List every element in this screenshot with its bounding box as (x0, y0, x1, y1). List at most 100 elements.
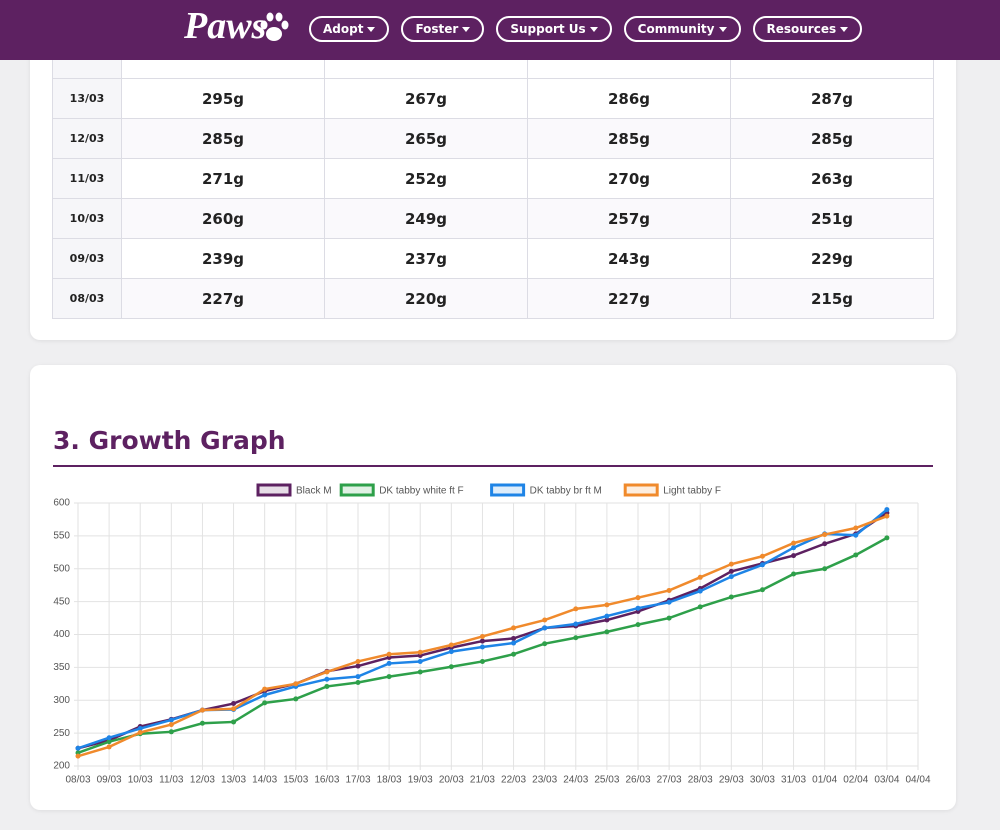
weight-cell: 265g (324, 118, 528, 159)
legend-swatch (623, 483, 659, 497)
weights-table: 13/03 295g 267g 286g 287g 12/03 285g 265g 285g 28… (52, 58, 934, 319)
data-point (791, 545, 797, 551)
table-row (52, 58, 934, 79)
data-point (884, 507, 890, 513)
paw-icon (260, 12, 289, 41)
data-point (822, 532, 828, 538)
data-point (448, 642, 454, 648)
y-tick-label: 550 (53, 531, 70, 542)
data-point (822, 566, 828, 572)
data-point (386, 651, 392, 657)
chart: 200 250 300 350 400 450 500 550 600 08/03 09/03 10/… (53, 483, 931, 786)
date-cell: 11/03 (52, 158, 122, 199)
weight-cell: 229g (730, 238, 934, 279)
data-point (791, 553, 797, 559)
weight-cell: 239g (121, 238, 325, 279)
card (30, 365, 956, 810)
legend-label: DK tabby white ft F (379, 486, 463, 497)
data-point (697, 604, 703, 610)
x-tick-label: 03/04 (874, 775, 899, 786)
data-point (324, 683, 330, 689)
y-tick-label: 400 (53, 629, 70, 640)
data-point (106, 739, 112, 745)
nav-button[interactable]: Community (623, 16, 741, 42)
data-point (542, 641, 548, 647)
data-point (542, 617, 548, 623)
y-tick-label: 450 (53, 596, 70, 607)
x-tick-label: 12/03 (190, 775, 215, 786)
data-point (231, 719, 237, 725)
table-row: 13/03 295g 267g 286g 287g (52, 78, 934, 119)
data-point (511, 635, 517, 641)
data-point (666, 599, 672, 605)
data-point (324, 669, 330, 675)
legend-label: Black M (296, 486, 332, 497)
data-point (604, 602, 610, 608)
logo[interactable]: Paws (184, 5, 267, 47)
nav-button[interactable]: Adopt (309, 16, 390, 42)
data-point (324, 676, 330, 682)
date-cell: 13/03 (52, 78, 122, 119)
data-point (137, 729, 143, 735)
weight-cell: 257g (527, 198, 731, 239)
nav-label: Resources (766, 22, 837, 36)
data-point (479, 633, 485, 639)
x-tick-label: 15/03 (283, 775, 308, 786)
nav-label: Adopt (323, 22, 364, 36)
data-point (479, 644, 485, 650)
nav-button[interactable]: Foster (401, 16, 485, 42)
x-tick-label: 02/04 (843, 775, 868, 786)
x-tick-label: 17/03 (345, 775, 370, 786)
x-tick-label: 29/03 (719, 775, 744, 786)
x-tick-label: 09/03 (97, 775, 122, 786)
header: Paws Adopt Foster Support Us Community Resou… (0, 0, 1000, 60)
data-point (635, 622, 641, 628)
x-tick-label: 21/03 (470, 775, 495, 786)
data-point (511, 640, 517, 646)
data-point (573, 621, 579, 627)
data-point (635, 605, 641, 611)
x-tick-label: 18/03 (377, 775, 402, 786)
weight-cell: 252g (324, 158, 528, 199)
data-point (884, 513, 890, 519)
data-point (355, 663, 361, 669)
table-row: 10/03 260g 249g 257g 251g (52, 198, 934, 239)
x-tick-label: 11/03 (159, 775, 184, 786)
data-point (791, 540, 797, 546)
nav: Adopt Foster Support Us Community Resources (309, 16, 863, 42)
weight-cell: 286g (527, 78, 731, 119)
data-point (604, 617, 610, 623)
data-point (75, 745, 81, 751)
data-point (231, 706, 237, 712)
weight-cell: 285g (527, 118, 731, 159)
data-point (417, 658, 423, 664)
data-point (511, 625, 517, 631)
x-tick-label: 31/03 (781, 775, 806, 786)
data-point (573, 635, 579, 641)
weight-cell: 251g (730, 198, 934, 239)
data-point (853, 532, 859, 538)
data-point (106, 735, 112, 741)
data-point (262, 692, 268, 698)
x-tick-label: 24/03 (563, 775, 588, 786)
nav-button[interactable]: Support Us (496, 16, 612, 42)
data-point (479, 638, 485, 644)
data-point (666, 587, 672, 593)
nav-button[interactable]: Resources (752, 16, 863, 42)
legend-swatch (339, 483, 375, 497)
data-point (293, 696, 299, 702)
data-point (697, 574, 703, 580)
data-point (137, 726, 143, 732)
weight-cell: 237g (324, 238, 528, 279)
table-row: 11/03 271g 252g 270g 263g (52, 158, 934, 199)
section-heading: 3. Growth Graph (53, 426, 286, 455)
x-tick-label: 27/03 (657, 775, 682, 786)
weight-cell: 243g (527, 238, 731, 279)
data-point (728, 594, 734, 600)
weight-cell: 227g (527, 278, 731, 319)
data-point (791, 571, 797, 577)
nav-label: Support Us (510, 22, 586, 36)
data-point (697, 588, 703, 594)
x-tick-label: 19/03 (408, 775, 433, 786)
